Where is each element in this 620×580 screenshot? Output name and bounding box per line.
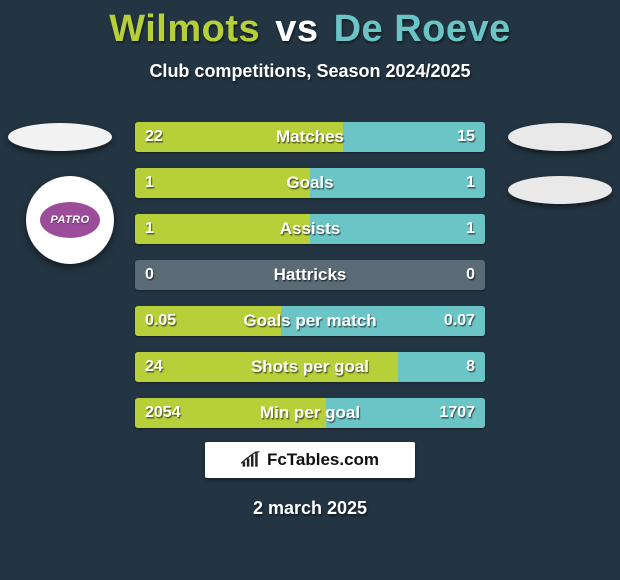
stat-row: 2215Matches (135, 122, 485, 152)
brand-text: FcTables.com (267, 450, 379, 470)
stat-row: 0.050.07Goals per match (135, 306, 485, 336)
player2-name: De Roeve (334, 8, 511, 50)
stat-row: 11Goals (135, 168, 485, 198)
comparison-title: Wilmots vs De Roeve (0, 0, 620, 51)
stat-bars: 2215Matches 11Goals 11Assists 00Hattricks 0.… (135, 122, 485, 444)
stat-row: 11Assists (135, 214, 485, 244)
player2-shape-2 (508, 176, 612, 204)
chart-icon (241, 451, 261, 469)
stat-label: Assists (135, 214, 485, 244)
stat-row: 00Hattricks (135, 260, 485, 290)
player1-name: Wilmots (109, 8, 260, 50)
stat-label: Min per goal (135, 398, 485, 428)
player1-shape-1 (8, 123, 112, 151)
stat-row: 20541707Min per goal (135, 398, 485, 428)
club-logo: PATRO (26, 176, 114, 264)
stat-label: Shots per goal (135, 352, 485, 382)
club-logo-text: PATRO (38, 200, 102, 240)
stat-row: 248Shots per goal (135, 352, 485, 382)
stat-label: Matches (135, 122, 485, 152)
player2-shape-1 (508, 123, 612, 151)
brand-badge: FcTables.com (205, 442, 415, 478)
stat-label: Hattricks (135, 260, 485, 290)
date-text: 2 march 2025 (0, 498, 620, 519)
stat-label: Goals (135, 168, 485, 198)
subtitle: Club competitions, Season 2024/2025 (0, 61, 620, 82)
vs-text: vs (275, 8, 318, 50)
stat-label: Goals per match (135, 306, 485, 336)
